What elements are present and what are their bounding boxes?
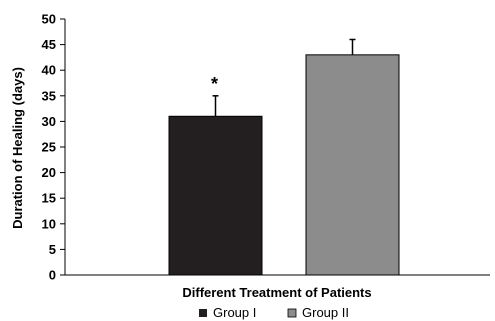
y-tick-label-15: 15: [42, 191, 56, 206]
significance-asterisk: *: [211, 74, 218, 94]
y-tick-label-0: 0: [49, 268, 56, 283]
annotations-group: *: [211, 74, 218, 94]
y-axis-title: Duration of Healing (days): [10, 67, 25, 229]
y-tick-label-20: 20: [42, 165, 56, 180]
bar-group-ii: [305, 54, 400, 276]
y-tick-label-35: 35: [42, 88, 56, 103]
y-tick-label-40: 40: [42, 63, 56, 78]
legend-swatch-group-1: [199, 309, 207, 317]
legend-swatch-group-2: [287, 308, 297, 318]
y-tick-label-45: 45: [42, 37, 56, 52]
x-axis-title: Different Treatment of Patients: [182, 285, 371, 300]
y-tick-label-50: 50: [42, 12, 56, 27]
y-tick-label-30: 30: [42, 114, 56, 129]
legend-label-group-2: Group II: [302, 305, 349, 320]
y-tick-label-10: 10: [42, 216, 56, 231]
legend: Group I Group II: [199, 305, 349, 320]
error-bars-group: [212, 38, 356, 117]
y-tick-label-25: 25: [42, 140, 56, 155]
legend-label-group-1: Group I: [213, 305, 256, 320]
bar-group-i: [168, 115, 263, 276]
y-axis: 0 5 10 15 20 25 30 35 40 45 50: [42, 12, 66, 283]
y-tick-label-5: 5: [49, 242, 56, 257]
bars-group: [168, 54, 400, 276]
